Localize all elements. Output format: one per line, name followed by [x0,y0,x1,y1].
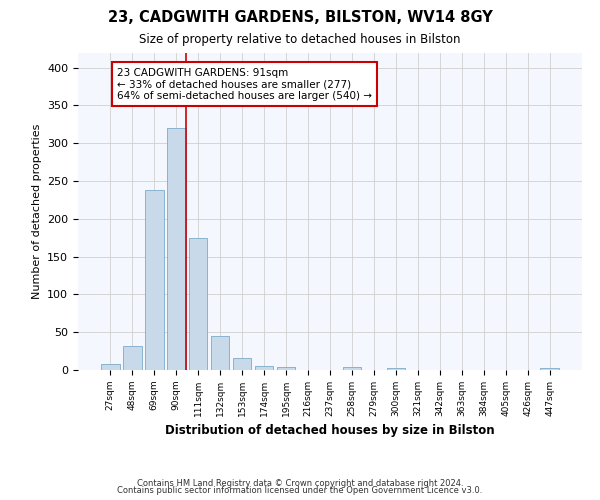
Bar [541,368,559,370]
Bar [189,238,208,370]
Text: 23 CADGWITH GARDENS: 91sqm
← 33% of detached houses are smaller (277)
64% of sem: 23 CADGWITH GARDENS: 91sqm ← 33% of deta… [117,68,372,101]
Bar [343,367,361,370]
Bar [145,190,164,370]
X-axis label: Distribution of detached houses by size in Bilston: Distribution of detached houses by size … [165,424,495,438]
Text: Contains HM Land Registry data © Crown copyright and database right 2024.: Contains HM Land Registry data © Crown c… [137,478,463,488]
Bar [233,358,251,370]
Bar [386,368,405,370]
Bar [167,128,185,370]
Text: Size of property relative to detached houses in Bilston: Size of property relative to detached ho… [139,32,461,46]
Bar [123,346,142,370]
Text: Contains public sector information licensed under the Open Government Licence v3: Contains public sector information licen… [118,486,482,495]
Y-axis label: Number of detached properties: Number of detached properties [32,124,41,299]
Bar [277,367,295,370]
Bar [101,364,119,370]
Bar [211,336,229,370]
Bar [255,366,274,370]
Text: 23, CADGWITH GARDENS, BILSTON, WV14 8GY: 23, CADGWITH GARDENS, BILSTON, WV14 8GY [107,10,493,25]
